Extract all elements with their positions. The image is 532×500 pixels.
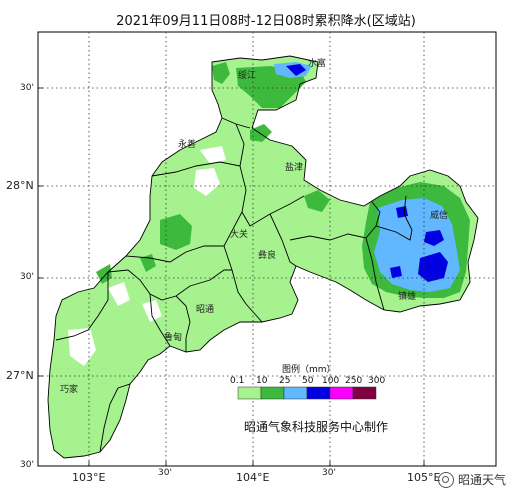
rain-zone-very-heavy	[418, 252, 448, 282]
rain-zone-very-heavy	[390, 266, 402, 278]
rain-zone-very-heavy	[396, 206, 408, 218]
lon-tick-104: 104°E	[236, 471, 270, 484]
legend-label: 100	[322, 376, 340, 386]
rain-zone-very-heavy	[424, 230, 444, 246]
dry-area	[142, 300, 162, 322]
place-yanjin: 盐津	[285, 163, 304, 173]
dry-area	[200, 146, 226, 164]
lat-tick-mid-30: 30'	[20, 272, 34, 282]
boundary-line	[55, 272, 109, 341]
place-qiaojia: 巧家	[60, 385, 79, 395]
legend-label: 50	[302, 376, 314, 386]
legend-swatch	[306, 386, 331, 400]
lon-tick-105: 105°E	[407, 471, 441, 484]
place-zhaotong: 昭通	[196, 305, 215, 315]
dry-area	[194, 168, 220, 196]
rain-zone-mid	[304, 190, 330, 212]
place-ludian: 鲁甸	[164, 333, 183, 343]
map-title: 2021年09月11日08时-12日08时累积降水(区域站)	[116, 14, 416, 29]
graticule	[38, 32, 496, 466]
boundary-line	[223, 245, 263, 323]
dry-area	[108, 282, 130, 306]
credit-text: 昭通气象科技服务中心制作	[244, 420, 389, 434]
legend-label: 300	[368, 376, 386, 386]
rain-zone-very-heavy	[286, 64, 306, 76]
legend-swatch	[352, 386, 377, 400]
lat-tick-28: 28°N	[6, 179, 34, 192]
legend-title: 图例（mm）	[282, 365, 336, 375]
watermark: 昭通天气	[438, 471, 506, 488]
rain-zone-mid	[160, 214, 192, 250]
boundary-line	[175, 295, 191, 352]
watermark-text: 昭通天气	[458, 473, 507, 487]
boundary-line	[151, 161, 241, 177]
lat-tick-top-30: 30'	[20, 83, 34, 93]
legend-colorbar	[237, 386, 377, 400]
boundary-line	[365, 237, 385, 311]
rain-zone-light	[48, 56, 478, 458]
legend-label: 10	[256, 376, 268, 386]
place-shuifu: 水富	[308, 59, 327, 69]
place-zhenxiong: 镇雄	[398, 292, 417, 302]
place-weixin: 威信	[430, 211, 449, 221]
boundary-line	[375, 195, 413, 241]
legend-swatch	[329, 386, 354, 400]
wechat-icon	[438, 471, 454, 488]
legend-swatch	[237, 386, 262, 400]
boundary-line	[99, 383, 131, 453]
place-yongshan: 永善	[178, 140, 197, 150]
lon-tick-103: 103°E	[72, 471, 106, 484]
rain-zone-mid	[212, 62, 230, 84]
legend-label: 250	[345, 376, 363, 386]
tick-marks	[38, 87, 425, 467]
place-yiliang: 彝良	[258, 251, 277, 261]
legend-swatch	[260, 386, 285, 400]
boundary-line	[269, 213, 297, 267]
prefecture-outline	[47, 55, 479, 459]
place-suijiang: 绥江	[238, 71, 257, 81]
legend-swatch	[283, 386, 308, 400]
lon-tick-104-30: 30'	[322, 468, 336, 478]
legend-label: 0.1	[230, 376, 245, 386]
legend-label: 25	[279, 376, 291, 386]
lon-tick-103-30: 30'	[158, 468, 172, 478]
boundary-line	[107, 269, 232, 301]
county-boundaries	[47, 55, 479, 459]
place-daguan: 大关	[230, 230, 249, 240]
lat-tick-27: 27°N	[6, 369, 34, 382]
boundary-line	[149, 293, 171, 347]
lat-tick-bottom-30: 30'	[20, 460, 34, 470]
boundary-line	[289, 201, 381, 241]
